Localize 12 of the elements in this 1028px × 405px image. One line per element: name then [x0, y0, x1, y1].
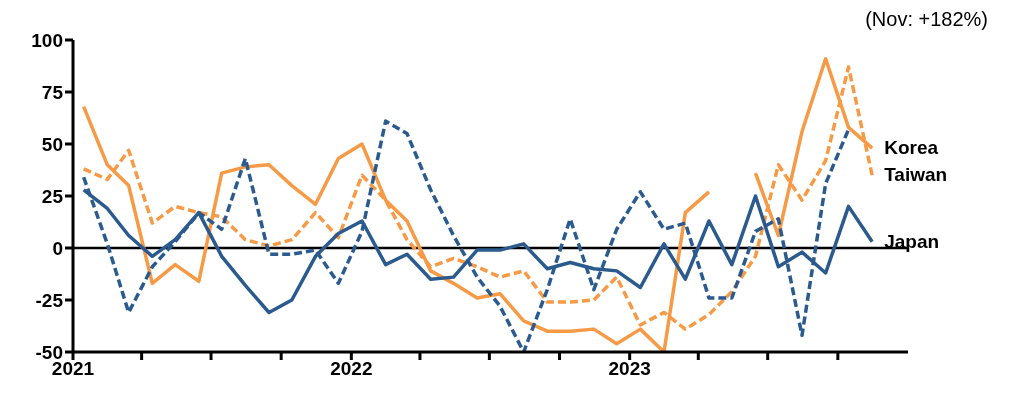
y-tick-label: 0: [52, 237, 63, 259]
y-tick-label: -25: [35, 289, 64, 311]
y-tick-label: 75: [41, 81, 64, 103]
series-label: Korea: [884, 137, 939, 159]
series-label: Japan: [884, 230, 940, 252]
y-tick-label: 25: [41, 185, 64, 207]
series-label: Taiwan: [884, 164, 948, 186]
x-tick-label: 2022: [330, 358, 373, 380]
y-tick-label: 50: [41, 133, 63, 155]
x-tick-label: 2023: [608, 358, 651, 380]
y-tick-label: 100: [31, 29, 63, 51]
text: (Nov: +182%): [865, 8, 988, 31]
